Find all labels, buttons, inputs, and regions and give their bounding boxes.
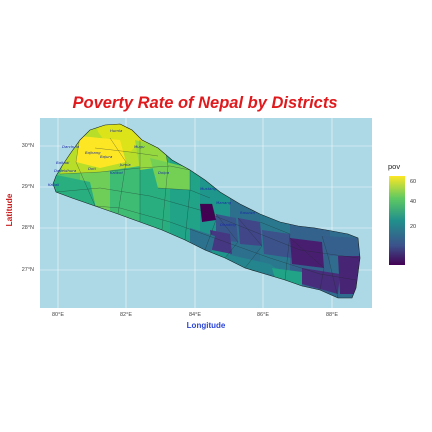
district-label: Dadeldhura <box>54 168 77 173</box>
legend-tick-label: 60 <box>410 179 417 185</box>
district-label: Rasuwa <box>240 210 255 215</box>
district-kathmandu <box>200 204 216 222</box>
y-tick-label: 28°N <box>21 225 34 231</box>
district-dolpa <box>150 158 190 190</box>
district-label: Bajura <box>100 154 113 159</box>
district-label: Kalikot <box>110 170 123 175</box>
district-label: Mustang <box>200 186 217 191</box>
district-label: Humla <box>110 128 123 133</box>
map-title: Poverty Rate of Nepal by Districts <box>72 94 338 112</box>
legend-title: pov <box>388 162 401 171</box>
district-label: Dhading <box>220 222 237 227</box>
district-east-hills <box>262 230 292 258</box>
district-label: Mugu <box>134 144 145 149</box>
y-tick-label: 30°N <box>21 143 34 149</box>
y-tick-label: 27°N <box>21 267 34 273</box>
district-label: Darchula <box>62 144 80 149</box>
legend-color-bar <box>389 176 405 265</box>
nepal-outline <box>52 123 361 299</box>
district-borders <box>55 135 359 298</box>
y-tick-label: 29°N <box>21 184 34 190</box>
district-label: Baitadi <box>56 160 70 165</box>
x-tick-label: 80°E <box>52 312 64 318</box>
district-sunsari <box>302 268 340 294</box>
district-labels: Humla Darchula Bajhang Bajura Baitadi Da… <box>48 128 255 227</box>
district-label: Jumla <box>119 162 131 167</box>
legend-tick-label: 40 <box>410 199 417 205</box>
district-label: Dolpa <box>158 170 170 175</box>
district-label: Manang <box>216 200 232 205</box>
district-jhapa <box>338 256 360 294</box>
x-tick-label: 84°E <box>189 312 201 318</box>
map-panel: Humla Darchula Bajhang Bajura Baitadi Da… <box>40 118 372 308</box>
district-high-poverty <box>76 136 126 168</box>
district-lalitpur <box>210 230 232 254</box>
district-solukhumbu <box>322 236 360 256</box>
district-label: Bajhang <box>85 150 101 155</box>
district-label: Doti <box>88 166 97 171</box>
color-legend: pov 60 40 20 <box>388 162 428 272</box>
x-tick-label: 88°E <box>326 312 338 318</box>
x-axis-label: Longitude <box>186 321 226 330</box>
x-tick-label: 86°E <box>257 312 269 318</box>
legend-tick-label: 20 <box>410 224 417 230</box>
x-tick-label: 82°E <box>120 312 132 318</box>
district-label: Kailali <box>48 182 60 187</box>
